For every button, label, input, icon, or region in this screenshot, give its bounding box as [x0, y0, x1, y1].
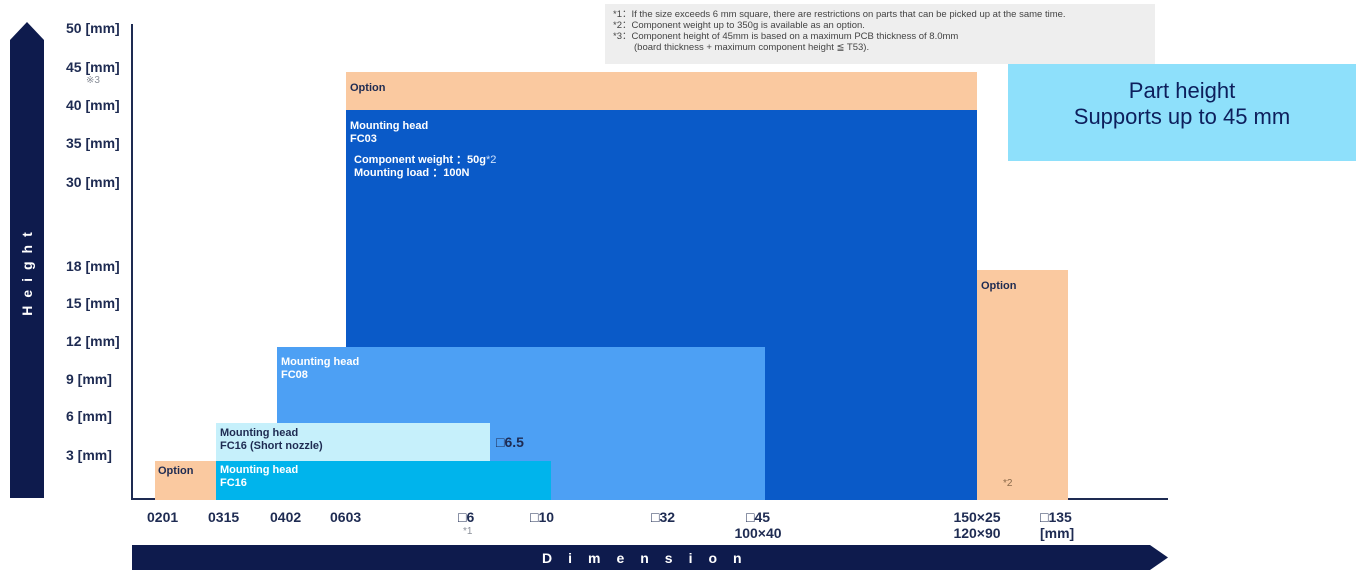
- region-head: FC16 (Short nozzle): [220, 440, 323, 452]
- dimension-axis-arrow: [132, 545, 1168, 570]
- height-axis-arrow: [10, 22, 44, 498]
- option-region-right: Option *2: [977, 270, 1068, 500]
- height-axis-title: Height: [19, 224, 35, 316]
- region-note: *2: [1003, 478, 1013, 489]
- x-tick-label: □135 [mm]: [1040, 509, 1075, 541]
- x-tick-label: □45 100×40: [734, 509, 782, 541]
- footnotes-box: *1：If the size exceeds 6 mm square, ther…: [605, 4, 1155, 64]
- dimension-axis-title: Dimension: [542, 550, 758, 566]
- region-extra-note: *2: [486, 154, 497, 166]
- footnote: *2：Component weight up to 350g is availa…: [613, 20, 865, 31]
- x-tick-label: □32: [651, 509, 676, 525]
- region-head: FC03: [350, 133, 377, 145]
- x-tick-label: 150×25 120×90: [953, 509, 1001, 541]
- callout-line: Supports up to 45 mm: [1073, 104, 1291, 129]
- region-head: FC16: [220, 477, 247, 489]
- y-tick-label: 9 [mm]: [66, 371, 112, 387]
- region-extra: Mounting load ：100N: [354, 167, 470, 179]
- x-tick-label: 0402: [270, 509, 302, 525]
- fc16-short-edge-label: □6.5: [496, 434, 524, 450]
- x-tick-label: □6: [458, 509, 475, 525]
- y-tick-label: 3 [mm]: [66, 447, 112, 463]
- x-tick-note: *1: [463, 526, 473, 537]
- region-label: Option: [350, 82, 386, 94]
- y-tick-label: 35 [mm]: [66, 135, 120, 151]
- region-label: Mounting head: [220, 464, 299, 476]
- region-extra: Component weight ：50g*2: [354, 154, 497, 166]
- y-tick-label: 6 [mm]: [66, 408, 112, 424]
- footnote: *1：If the size exceeds 6 mm square, ther…: [613, 9, 1066, 20]
- region-label: Option: [158, 465, 194, 477]
- region-label: Mounting head: [220, 427, 299, 439]
- y-axis-line: [131, 24, 133, 500]
- footnote: (board thickness + maximum component hei…: [634, 42, 870, 53]
- x-tick-label: 0603: [330, 509, 362, 525]
- y-tick-label: 15 [mm]: [66, 295, 120, 311]
- x-tick-label: 0201: [147, 509, 179, 525]
- x-tick-label: □10: [530, 509, 555, 525]
- y-tick-label: 12 [mm]: [66, 333, 120, 349]
- x-tick-label: 0315: [208, 509, 240, 525]
- region-label: Mounting head: [350, 120, 429, 132]
- y-tick-label: 50 [mm]: [66, 20, 120, 36]
- y-tick-note: ※3: [86, 75, 100, 86]
- region-head: FC08: [281, 369, 308, 381]
- y-tick-label: 18 [mm]: [66, 258, 120, 274]
- y-tick-label: 30 [mm]: [66, 174, 120, 190]
- y-tick-label: 40 [mm]: [66, 97, 120, 113]
- option-region-small: Option: [155, 461, 216, 500]
- callout-line: Part height: [1128, 78, 1236, 103]
- region-label: Option: [981, 280, 1017, 292]
- y-tick-label: 45 [mm]: [66, 59, 120, 75]
- part-height-callout: Part height Supports up to 45 mm: [1008, 64, 1356, 161]
- region-label: Mounting head: [281, 356, 360, 368]
- footnote: *3：Component height of 45mm is based on …: [613, 31, 959, 42]
- fc16-region: Mounting head FC16: [216, 461, 551, 500]
